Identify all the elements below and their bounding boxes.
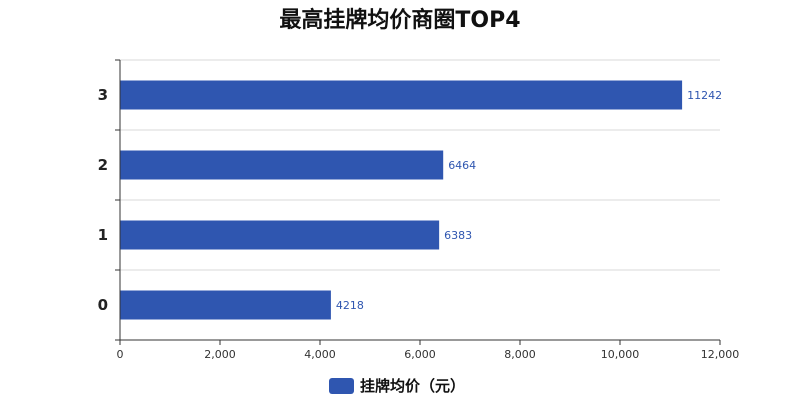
category-label: 0 [98,296,108,314]
x-tick-label: 8,000 [504,348,536,361]
bar-layer: 4218 6383 6464 11242 [120,80,722,320]
category-label: 2 [98,156,108,174]
data-label: 6464 [448,159,476,172]
bar [120,290,331,320]
x-tick-label: 10,000 [601,348,640,361]
x-tick-label: 6,000 [404,348,436,361]
axis-layer: 0 2,000 4,000 6,000 8,000 10,000 12,000 0 1 2 3 [98,59,740,361]
category-label: 3 [98,86,108,104]
bar [120,80,683,110]
x-tick-label: 12,000 [701,348,740,361]
legend-swatch [329,378,354,394]
x-tick-label: 0 [117,348,124,361]
grid-layer [120,59,720,271]
data-label: 11242 [687,89,722,102]
legend[interactable]: 挂牌均价（元） [329,377,465,395]
legend-label: 挂牌均价（元） [360,377,465,395]
data-label: 6383 [444,229,472,242]
bar [120,150,444,180]
x-tick-label: 2,000 [204,348,236,361]
x-tick-label: 4,000 [304,348,336,361]
category-label: 1 [98,226,108,244]
bar [120,220,440,250]
data-label: 4218 [336,299,364,312]
chart-title: 最高挂牌均价商圈TOP4 [279,7,520,33]
